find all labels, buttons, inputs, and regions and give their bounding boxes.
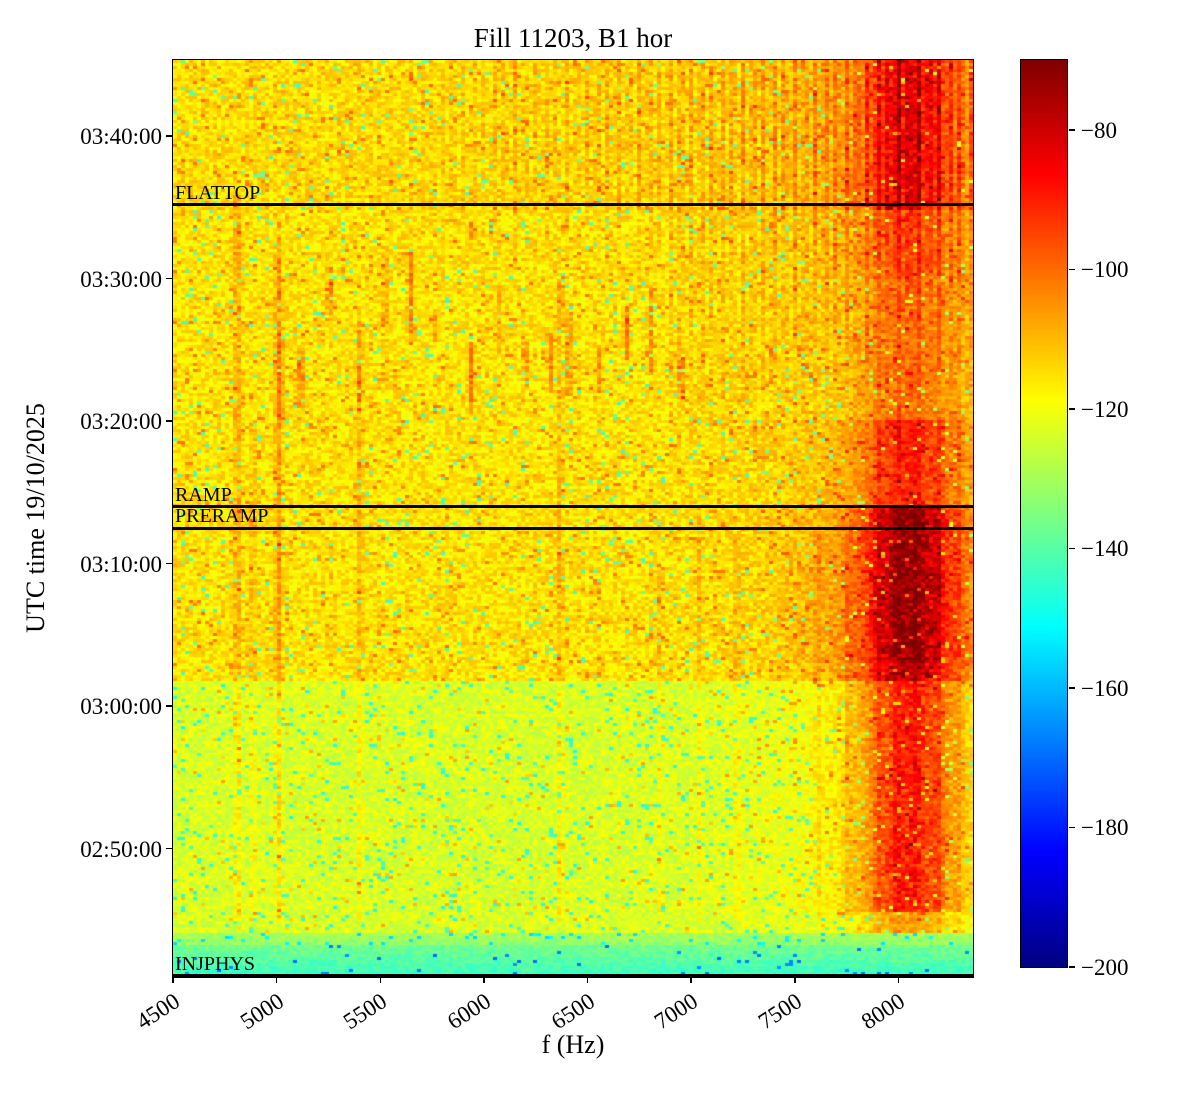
y-tick-label: 03:30:00 — [80, 266, 162, 292]
beam-mode-label-preramp: PRERAMP — [175, 505, 269, 527]
y-tick-mark — [165, 705, 172, 707]
colorbar-tick-label: −180 — [1081, 815, 1129, 841]
x-tick-label: 4500 — [131, 988, 185, 1035]
colorbar-tick-label: −120 — [1081, 396, 1129, 422]
x-tick-mark — [897, 977, 900, 983]
colorbar-tick-mark — [1068, 547, 1075, 550]
y-tick-label: 03:10:00 — [80, 551, 162, 577]
colorbar-tick-label: −100 — [1081, 257, 1129, 283]
y-tick-label: 03:00:00 — [80, 694, 162, 720]
colorbar-tick-mark — [1068, 129, 1075, 131]
x-tick-label: 6000 — [442, 988, 495, 1035]
x-tick-label: 5500 — [339, 988, 392, 1035]
y-tick-label: 03:20:00 — [80, 409, 162, 435]
colorbar-tick-mark — [1068, 966, 1075, 968]
x-tick-mark — [379, 977, 381, 983]
x-tick-mark — [690, 977, 692, 983]
beam-mode-label-ramp: RAMP — [175, 483, 232, 506]
colorbar-tick-mark — [1068, 268, 1075, 271]
plot-title: Fill 11203, B1 hor — [473, 23, 673, 53]
x-axis-label: f (Hz) — [541, 1030, 605, 1059]
x-tick-label: 6500 — [546, 988, 599, 1035]
spectrogram-heatmap — [173, 60, 973, 977]
colorbar — [1021, 60, 1067, 967]
y-tick-mark — [165, 135, 172, 137]
colorbar-tick-label: −80 — [1081, 117, 1117, 143]
colorbar-tick-mark — [1068, 687, 1075, 689]
x-tick-label: 7000 — [650, 988, 703, 1035]
y-tick-label: 03:40:00 — [80, 124, 162, 150]
beam-mode-label-flattop: FLATTOP — [175, 181, 261, 204]
beam-mode-line-preramp — [173, 526, 973, 530]
y-tick-mark — [165, 420, 172, 422]
x-tick-mark — [483, 977, 485, 983]
y-tick-mark — [165, 277, 172, 280]
x-tick-label: 8000 — [857, 988, 910, 1035]
colorbar-border — [1019, 58, 1068, 968]
colorbar-tick-mark — [1068, 408, 1075, 410]
beam-mode-line-ramp — [173, 505, 973, 509]
x-tick-label: 5000 — [235, 988, 288, 1035]
beam-mode-line-injphys — [173, 974, 973, 978]
y-tick-mark — [165, 847, 172, 850]
plot-border — [171, 58, 974, 978]
x-tick-mark — [586, 977, 589, 983]
x-tick-mark — [794, 977, 796, 983]
x-tick-mark — [275, 977, 278, 983]
colorbar-tick-label: −200 — [1081, 955, 1129, 980]
x-tick-label: 7500 — [753, 988, 806, 1035]
beam-mode-line-flattop — [173, 203, 973, 207]
colorbar-tick-label: −160 — [1081, 675, 1129, 701]
colorbar-tick-label: −140 — [1081, 536, 1129, 562]
colorbar-tick-mark — [1068, 826, 1075, 829]
y-axis-label: UTC time 19/10/2025 — [21, 403, 50, 633]
beam-mode-label-injphys: INJPHYS — [175, 952, 256, 975]
x-tick-mark — [172, 977, 174, 983]
y-tick-mark — [165, 562, 172, 565]
y-tick-label: 02:50:00 — [80, 836, 162, 862]
